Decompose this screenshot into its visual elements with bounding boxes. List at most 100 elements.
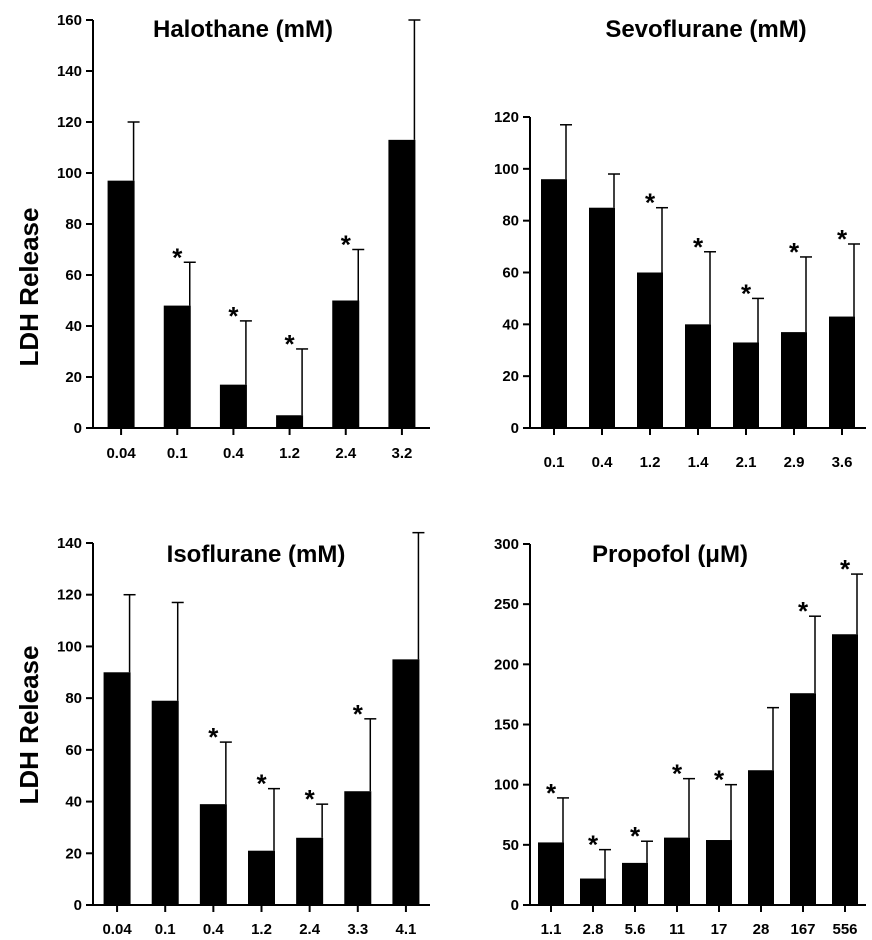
bar-0.1	[541, 179, 567, 428]
y-tick-label: 300	[494, 536, 519, 553]
y-tick-label: 100	[57, 638, 82, 655]
y-tick-label: 80	[65, 216, 82, 233]
bar-3.2	[388, 139, 416, 428]
y-tick-label: 80	[502, 213, 519, 230]
y-tick-label: 40	[65, 794, 82, 811]
significance-star: *	[630, 821, 641, 851]
y-tick-label: 20	[502, 368, 519, 385]
y-tick-label: 40	[65, 318, 82, 335]
y-tick-label: 120	[494, 109, 519, 126]
y-tick-label: 20	[65, 845, 82, 862]
x-tick-label: 2.4	[335, 445, 357, 462]
significance-star: *	[837, 224, 848, 254]
x-tick-label: 0.04	[102, 921, 132, 938]
bar-2.4	[332, 300, 360, 428]
significance-star: *	[353, 699, 364, 729]
bar-0.4	[199, 804, 227, 905]
y-tick-label: 120	[57, 587, 82, 604]
significance-star: *	[228, 301, 239, 331]
significance-star: *	[208, 722, 219, 752]
significance-star: *	[645, 188, 656, 218]
significance-star: *	[546, 778, 557, 808]
significance-star: *	[256, 769, 267, 799]
bar-556	[832, 634, 858, 905]
x-tick-label: 5.6	[625, 921, 646, 938]
x-tick-label: 3.3	[347, 921, 368, 938]
bar-11	[664, 837, 690, 905]
x-tick-label: 0.04	[106, 445, 136, 462]
bar-1.4	[685, 324, 711, 428]
y-tick-label: 0	[511, 420, 519, 437]
significance-star: *	[789, 237, 800, 267]
significance-star: *	[285, 329, 296, 359]
x-tick-label: 11	[669, 921, 685, 938]
chart-panel-4: Propofol (μM) 0 50 100 150 200 250 300 1.1 * 2.8 * 5…	[494, 536, 866, 938]
x-tick-label: 2.4	[299, 921, 321, 938]
x-tick-label: 4.1	[395, 921, 416, 938]
x-tick-label: 1.2	[640, 454, 661, 471]
significance-star: *	[341, 230, 352, 260]
y-tick-label: 100	[57, 165, 82, 182]
y-tick-label: 40	[502, 316, 519, 333]
chart-panel-1: Halothane (mM) 0 20 40 60 80 100 120 140 160 0.04 0…	[57, 12, 430, 462]
bar-2.9	[781, 332, 807, 428]
significance-star: *	[798, 596, 809, 626]
bar-0.4	[219, 384, 247, 428]
significance-star: *	[693, 232, 704, 262]
significance-star: *	[741, 278, 752, 308]
bar-1.1	[538, 842, 564, 905]
y-tick-label: 60	[502, 265, 519, 282]
bar-0.04	[107, 180, 135, 428]
x-tick-label: 2.9	[784, 454, 805, 471]
x-tick-label: 167	[790, 921, 815, 938]
x-tick-label: 2.1	[736, 454, 757, 471]
y-tick-label: 0	[74, 897, 82, 914]
bar-2.4	[296, 837, 324, 905]
y-axis-label-top: LDH Release	[14, 208, 44, 367]
chart-title: Propofol (μM)	[592, 541, 748, 568]
bar-4.1	[392, 659, 420, 905]
chart-title: Sevoflurane (mM)	[605, 16, 806, 43]
x-tick-label: 2.8	[583, 921, 604, 938]
bar-0.1	[163, 305, 191, 428]
x-tick-label: 1.4	[688, 454, 710, 471]
x-tick-label: 0.1	[167, 445, 188, 462]
significance-star: *	[840, 554, 851, 584]
bar-2.8	[580, 878, 606, 905]
y-tick-label: 50	[502, 837, 519, 854]
y-axis-label-bottom: LDH Release	[14, 646, 44, 805]
x-tick-label: 0.1	[155, 921, 176, 938]
significance-star: *	[672, 759, 683, 789]
y-tick-label: 140	[57, 63, 82, 80]
x-tick-label: 1.2	[251, 921, 272, 938]
y-tick-label: 250	[494, 596, 519, 613]
chart-title: Halothane (mM)	[153, 16, 333, 43]
y-tick-label: 100	[494, 777, 519, 794]
bar-2.1	[733, 342, 759, 428]
x-tick-label: 3.6	[832, 454, 853, 471]
x-tick-label: 3.2	[391, 445, 412, 462]
y-tick-label: 0	[511, 897, 519, 914]
y-tick-label: 120	[57, 114, 82, 131]
bar-17	[706, 840, 732, 905]
bar-1.2	[248, 850, 275, 905]
y-tick-label: 160	[57, 12, 82, 29]
chart-panels: Halothane (mM) 0 20 40 60 80 100 120 140 160 0.04 0…	[57, 12, 866, 938]
bar-0.04	[103, 672, 131, 905]
y-tick-label: 100	[494, 161, 519, 178]
y-tick-label: 200	[494, 656, 519, 673]
y-tick-label: 60	[65, 742, 82, 759]
significance-star: *	[172, 242, 183, 272]
x-tick-label: 0.4	[592, 454, 614, 471]
bar-1.2	[637, 272, 663, 428]
x-tick-label: 0.1	[544, 454, 565, 471]
y-tick-label: 20	[65, 369, 82, 386]
y-tick-label: 60	[65, 267, 82, 284]
chart-title: Isoflurane (mM)	[167, 541, 346, 568]
x-tick-label: 28	[753, 921, 770, 938]
bar-0.4	[589, 207, 615, 428]
significance-star: *	[588, 830, 599, 860]
bar-0.1	[151, 700, 179, 905]
y-tick-label: 80	[65, 690, 82, 707]
